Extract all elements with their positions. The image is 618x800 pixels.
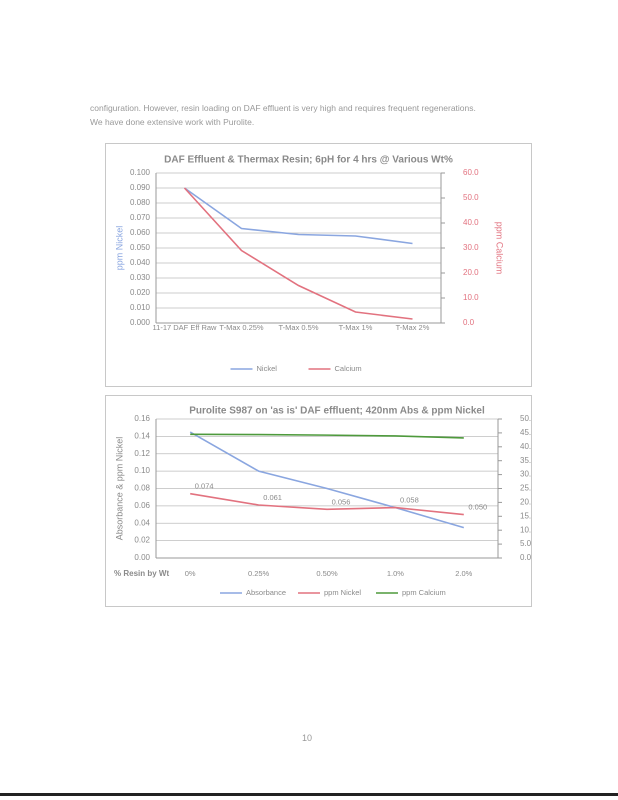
- legend-label: Nickel: [257, 364, 278, 373]
- chart-title: Purolite S987 on 'as is' DAF effluent; 4…: [189, 406, 485, 417]
- y-tick-label: 0.070: [130, 213, 151, 222]
- y2-tick-label: 20.0: [463, 268, 479, 277]
- x-tick-label: T-Max 2%: [396, 323, 430, 332]
- y-tick-label: 0.060: [130, 228, 151, 237]
- body-text: We have done extensive work with Purolit…: [90, 117, 255, 127]
- legend-label: Calcium: [335, 364, 362, 373]
- y-tick-label: 0.100: [130, 168, 151, 177]
- x-tick-label: 1.0%: [387, 569, 404, 578]
- y-tick-label: 0.04: [134, 518, 150, 527]
- y-axis-title: Absorbance & ppm Nickel: [114, 437, 124, 541]
- y-tick-label: 0.050: [130, 243, 151, 252]
- y-tick-label: 0.14: [134, 431, 150, 440]
- y-tick-label: 0.020: [130, 288, 151, 297]
- y2-tick-label: 40.0: [520, 442, 532, 451]
- y-axis-title: ppm Nickel: [114, 226, 124, 271]
- series-line: [184, 187, 413, 245]
- x-tick-label: 0.50%: [316, 569, 338, 578]
- x-tick-label: T-Max 0.25%: [219, 323, 264, 332]
- data-label: 0.074: [195, 482, 214, 491]
- y2-tick-label: 30.0: [520, 470, 532, 479]
- x-axis-title: % Resin by Wt: [114, 569, 169, 578]
- page-edge: [0, 793, 618, 796]
- legend-label: ppm Calcium: [402, 588, 446, 597]
- y2-tick-label: 45.0: [520, 428, 532, 437]
- y2-tick-label: 30.0: [463, 243, 479, 252]
- series-line: [189, 431, 465, 529]
- y-tick-label: 0.00: [134, 553, 150, 562]
- data-label: 0.050: [468, 503, 487, 512]
- y-tick-label: 0.16: [134, 414, 150, 423]
- chart: Purolite S987 on 'as is' DAF effluent; 4…: [105, 395, 532, 607]
- x-tick-label: 0%: [185, 569, 196, 578]
- data-label: 0.061: [263, 493, 282, 502]
- y-tick-label: 0.010: [130, 303, 151, 312]
- x-tick-label: 0.25%: [248, 569, 270, 578]
- y-tick-label: 0.090: [130, 183, 151, 192]
- x-tick-label: T-Max 0.5%: [278, 323, 318, 332]
- chart: DAF Effluent & Thermax Resin; 6pH for 4 …: [105, 143, 532, 387]
- y2-tick-label: 0.0: [463, 318, 475, 327]
- y2-tick-label: 50.0: [463, 193, 479, 202]
- y2-tick-label: 50.0: [520, 414, 532, 423]
- series-line: [183, 187, 413, 320]
- y2-tick-label: 40.0: [463, 218, 479, 227]
- y2-tick-label: 35.0: [520, 456, 532, 465]
- y-tick-label: 0.080: [130, 198, 151, 207]
- page-number: 10: [302, 733, 313, 743]
- y2-tick-label: 0.0: [520, 553, 532, 562]
- series-line: [190, 492, 464, 516]
- y2-tick-label: 60.0: [463, 168, 479, 177]
- legend-label: ppm Nickel: [324, 588, 361, 597]
- y2-tick-label: 10.0: [463, 293, 479, 302]
- y2-tick-label: 20.0: [520, 498, 532, 507]
- y-tick-label: 0.000: [130, 318, 151, 327]
- y2-axis-title: ppm Calcium: [495, 222, 505, 275]
- y-tick-label: 0.08: [134, 484, 150, 493]
- y-tick-label: 0.040: [130, 258, 151, 267]
- body-text: configuration. However, resin loading on…: [90, 103, 476, 113]
- y2-tick-label: 5.0: [520, 539, 532, 548]
- y-tick-label: 0.06: [134, 501, 150, 510]
- x-tick-label: 2.0%: [455, 569, 472, 578]
- x-tick-label: T-Max 1%: [339, 323, 373, 332]
- y2-tick-label: 15.0: [520, 511, 532, 520]
- y-tick-label: 0.10: [134, 466, 150, 475]
- y-tick-label: 0.02: [134, 536, 150, 545]
- chart-title: DAF Effluent & Thermax Resin; 6pH for 4 …: [164, 155, 453, 166]
- legend-label: Absorbance: [246, 588, 286, 597]
- data-label: 0.056: [332, 497, 351, 506]
- y2-tick-label: 10.0: [520, 525, 532, 534]
- x-tick-label: 11-17 DAF Eff Raw: [153, 323, 217, 332]
- y-tick-label: 0.12: [134, 449, 150, 458]
- series-line: [190, 433, 464, 439]
- data-label: 0.058: [400, 496, 419, 505]
- y2-tick-label: 25.0: [520, 484, 532, 493]
- y-tick-label: 0.030: [130, 273, 151, 282]
